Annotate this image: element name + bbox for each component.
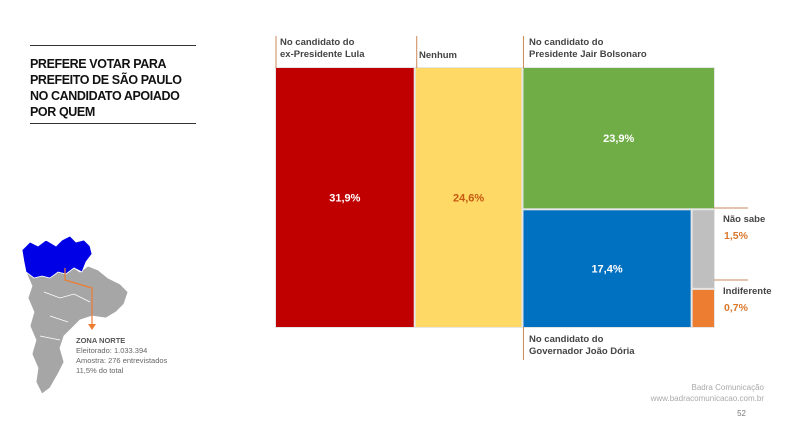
footer-website: www.badracomunicacao.com.br [650,394,764,403]
footer-company: Badra Comunicação [691,383,764,392]
title-line: PREFEITO DE SÃO PAULO [30,73,182,87]
category-label-line: Nenhum [419,50,457,61]
category-label-line: Governador João Dória [529,346,635,357]
category-label-nao-sabe: Não sabe [723,214,765,226]
title-line: NO CANDIDATO APOIADO [30,89,180,103]
page-title: PREFERE VOTAR PARA PREFEITO DE SÃO PAULO… [30,56,196,120]
treemap-value-bolsonaro: 23,9% [603,133,634,145]
treemap-cell-bolsonaro [523,68,714,209]
title-rule-top [30,45,196,46]
treemap-cell-nenhum [415,68,522,327]
treemap-cells: 31,9% 24,6% 23,9% 17,4% [275,67,715,328]
category-label-indiferente: Indiferente [723,286,772,298]
title-rule-bottom [30,123,196,124]
title-block: PREFERE VOTAR PARA PREFEITO DE SÃO PAULO… [30,56,196,120]
map-pointer-arrow [88,324,96,330]
footer: Badra Comunicação www.badracomunicacao.c… [651,382,764,404]
category-label-line: Não sabe [723,214,766,225]
treemap-value-nenhum: 24,6% [453,193,484,205]
title-line: POR QUEM [30,105,95,119]
category-label-line: No candidato do [529,334,604,345]
zone-name: ZONA NORTE [76,336,126,345]
category-label-line: No candidato do [280,37,355,48]
map-zone-divider [39,291,91,341]
map-icon [21,235,129,395]
treemap-cell-indiferente [692,289,714,327]
zone-info: ZONA NORTE Eleitorado: 1.033.394 Amostra… [76,336,167,376]
sao-paulo-zone-map [20,232,140,402]
value-label-nao-sabe: 1,5% [724,230,748,242]
category-label-line: ex-Presidente Lula [280,49,365,60]
zone-share: 11,5% do total [76,366,124,375]
category-label-lula: No candidato do ex-Presidente Lula [280,37,364,61]
zone-sample: Amostra: 276 entrevistados [76,356,168,365]
treemap-value-lula: 31,9% [329,193,360,205]
category-label-bolsonaro: No candidato do Presidente Jair Bolsonar… [529,37,647,61]
page-number: 52 [737,409,746,418]
map-zona-norte [21,235,93,279]
value-label-indiferente: 0,7% [724,302,748,314]
category-label-doria: No candidato do Governador João Dória [529,334,635,358]
treemap-cell-doria [523,210,691,327]
treemap-cell-nao-sabe [692,210,714,288]
zone-electorate: Eleitorado: 1.033.394 [76,346,148,355]
map-pointer-line [64,268,93,326]
treemap-value-doria: 17,4% [591,264,622,276]
category-label-line: Indiferente [723,286,772,297]
category-label-line: No candidato do [529,37,604,48]
category-label-line: Presidente Jair Bolsonaro [529,49,647,60]
treemap-cell-lula [276,68,414,327]
category-label-nenhum: Nenhum [419,50,457,62]
title-line: PREFERE VOTAR PARA [30,57,167,71]
treemap-connectors [275,36,748,360]
